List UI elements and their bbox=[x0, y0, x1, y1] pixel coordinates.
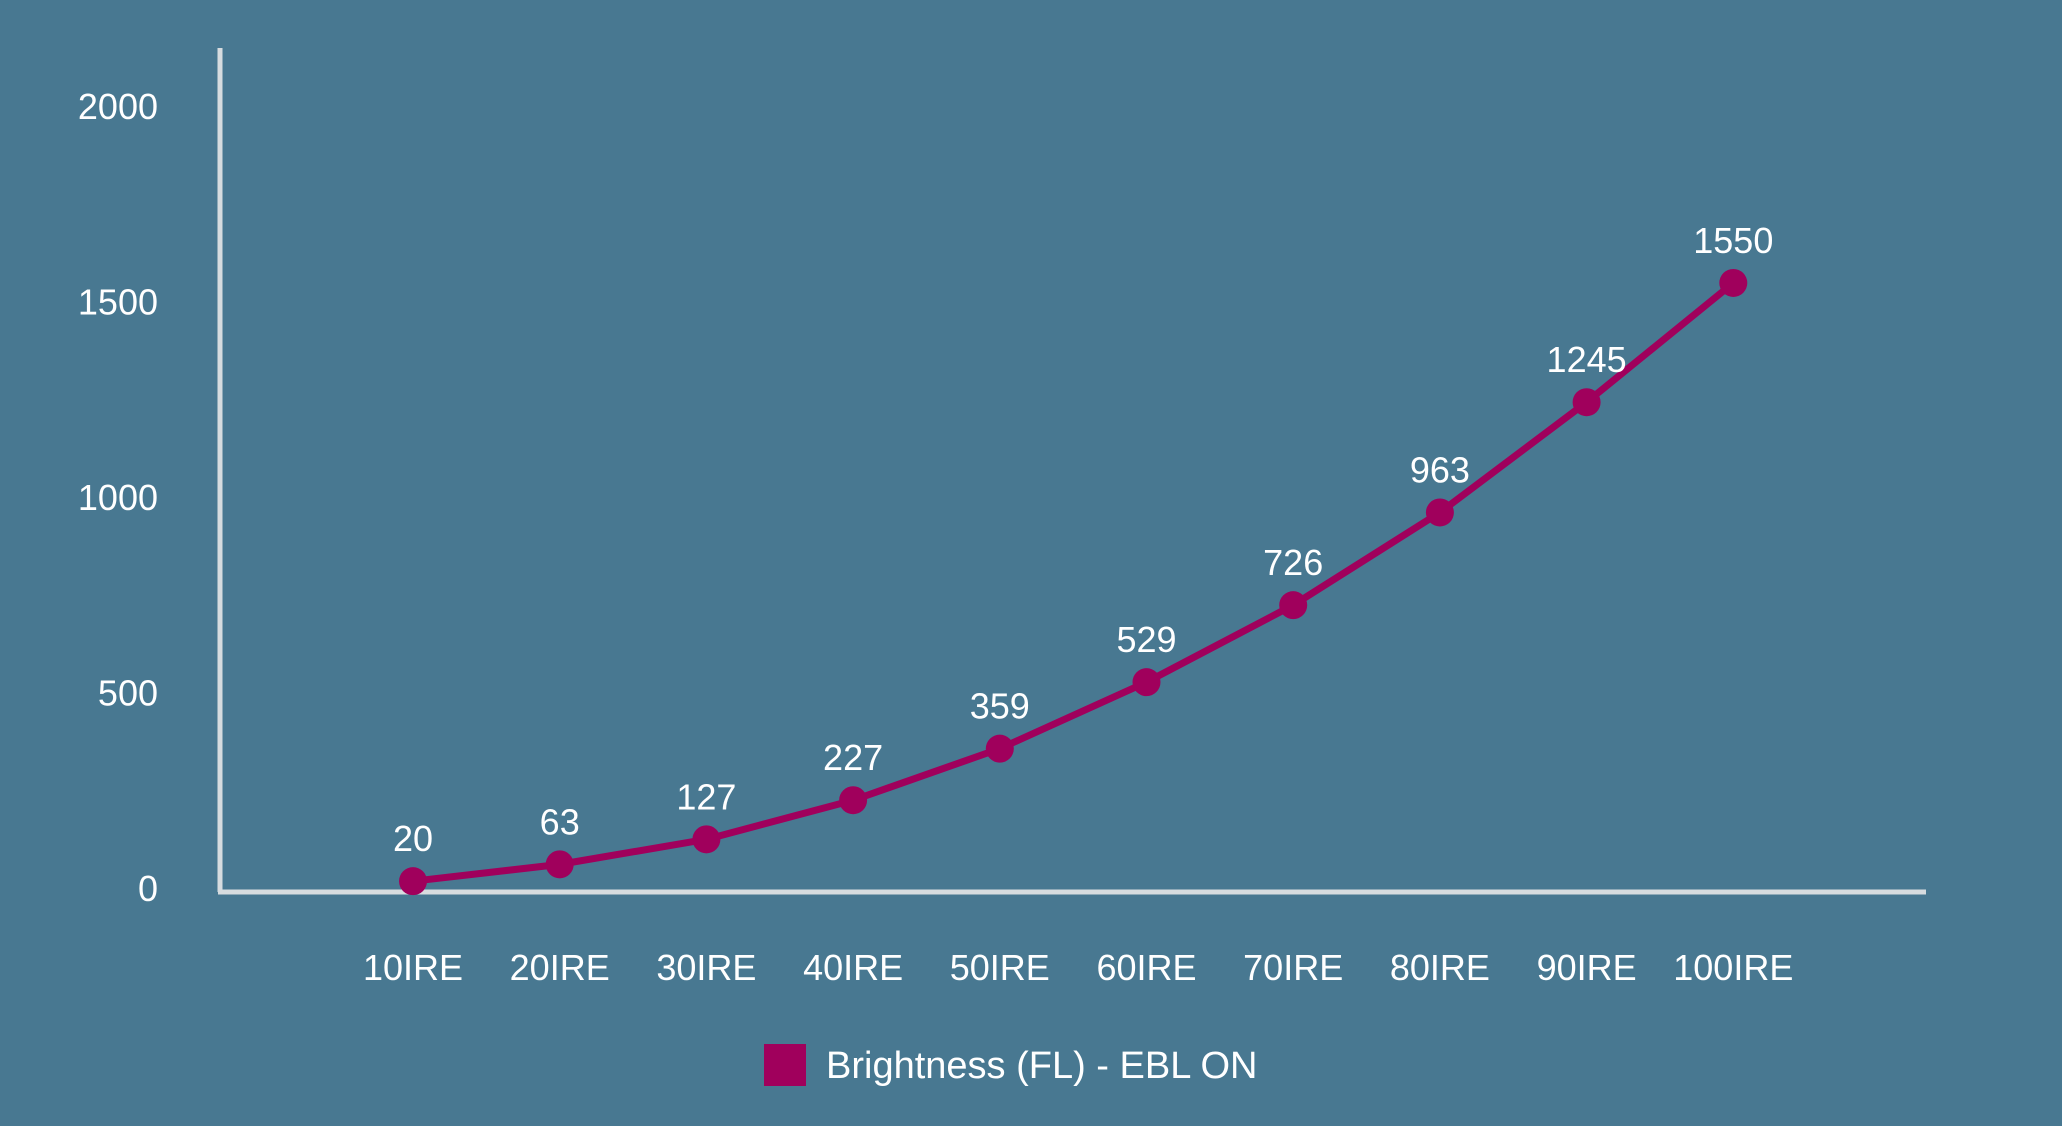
y-tick-label: 1000 bbox=[78, 477, 158, 518]
y-tick-label: 2000 bbox=[78, 86, 158, 127]
x-axis-tick-labels: 10IRE 20IRE 30IRE 40IRE 50IRE 60IRE 70IRE 80IRE… bbox=[363, 947, 1793, 988]
data-label: 359 bbox=[970, 686, 1030, 727]
x-tick-label: 70IRE bbox=[1243, 947, 1343, 988]
data-point[interactable] bbox=[985, 734, 1014, 763]
data-label: 127 bbox=[676, 776, 736, 817]
data-label: 63 bbox=[540, 801, 580, 842]
x-tick-label: 10IRE bbox=[363, 947, 463, 988]
y-tick-label: 1500 bbox=[78, 282, 158, 323]
data-point[interactable] bbox=[1572, 388, 1601, 417]
y-tick-label: 500 bbox=[98, 673, 158, 714]
data-point[interactable] bbox=[692, 825, 721, 854]
series-group: 20 63 127 227 359 529 726 963 1245 1550 bbox=[393, 220, 1773, 896]
data-label: 20 bbox=[393, 818, 433, 859]
legend-label: Brightness (FL) - EBL ON bbox=[826, 1045, 1258, 1087]
legend-swatch bbox=[764, 1044, 806, 1086]
data-point[interactable] bbox=[545, 850, 574, 879]
legend[interactable]: Brightness (FL) - EBL ON bbox=[764, 1044, 1258, 1087]
x-tick-label: 100IRE bbox=[1673, 947, 1793, 988]
x-tick-label: 50IRE bbox=[950, 947, 1050, 988]
data-point[interactable] bbox=[1425, 498, 1454, 527]
y-tick-label: 0 bbox=[138, 868, 158, 909]
x-tick-label: 90IRE bbox=[1537, 947, 1637, 988]
x-tick-label: 60IRE bbox=[1096, 947, 1196, 988]
data-point[interactable] bbox=[1719, 268, 1748, 297]
x-tick-label: 40IRE bbox=[803, 947, 903, 988]
x-tick-label: 20IRE bbox=[510, 947, 610, 988]
x-tick-label: 80IRE bbox=[1390, 947, 1490, 988]
data-label: 529 bbox=[1116, 619, 1176, 660]
series-line bbox=[409, 279, 1737, 885]
data-point[interactable] bbox=[399, 867, 427, 896]
axes bbox=[217, 48, 1926, 895]
data-label: 227 bbox=[823, 737, 883, 778]
data-label: 963 bbox=[1410, 449, 1470, 490]
data-point[interactable] bbox=[839, 786, 868, 815]
y-axis-tick-labels: 0 500 1000 1500 2000 bbox=[78, 86, 158, 909]
data-point[interactable] bbox=[1279, 591, 1308, 620]
data-label: 1550 bbox=[1693, 220, 1773, 261]
data-point[interactable] bbox=[1132, 668, 1161, 697]
x-tick-label: 30IRE bbox=[656, 947, 756, 988]
data-label: 1245 bbox=[1547, 339, 1627, 380]
data-label: 726 bbox=[1263, 542, 1323, 583]
